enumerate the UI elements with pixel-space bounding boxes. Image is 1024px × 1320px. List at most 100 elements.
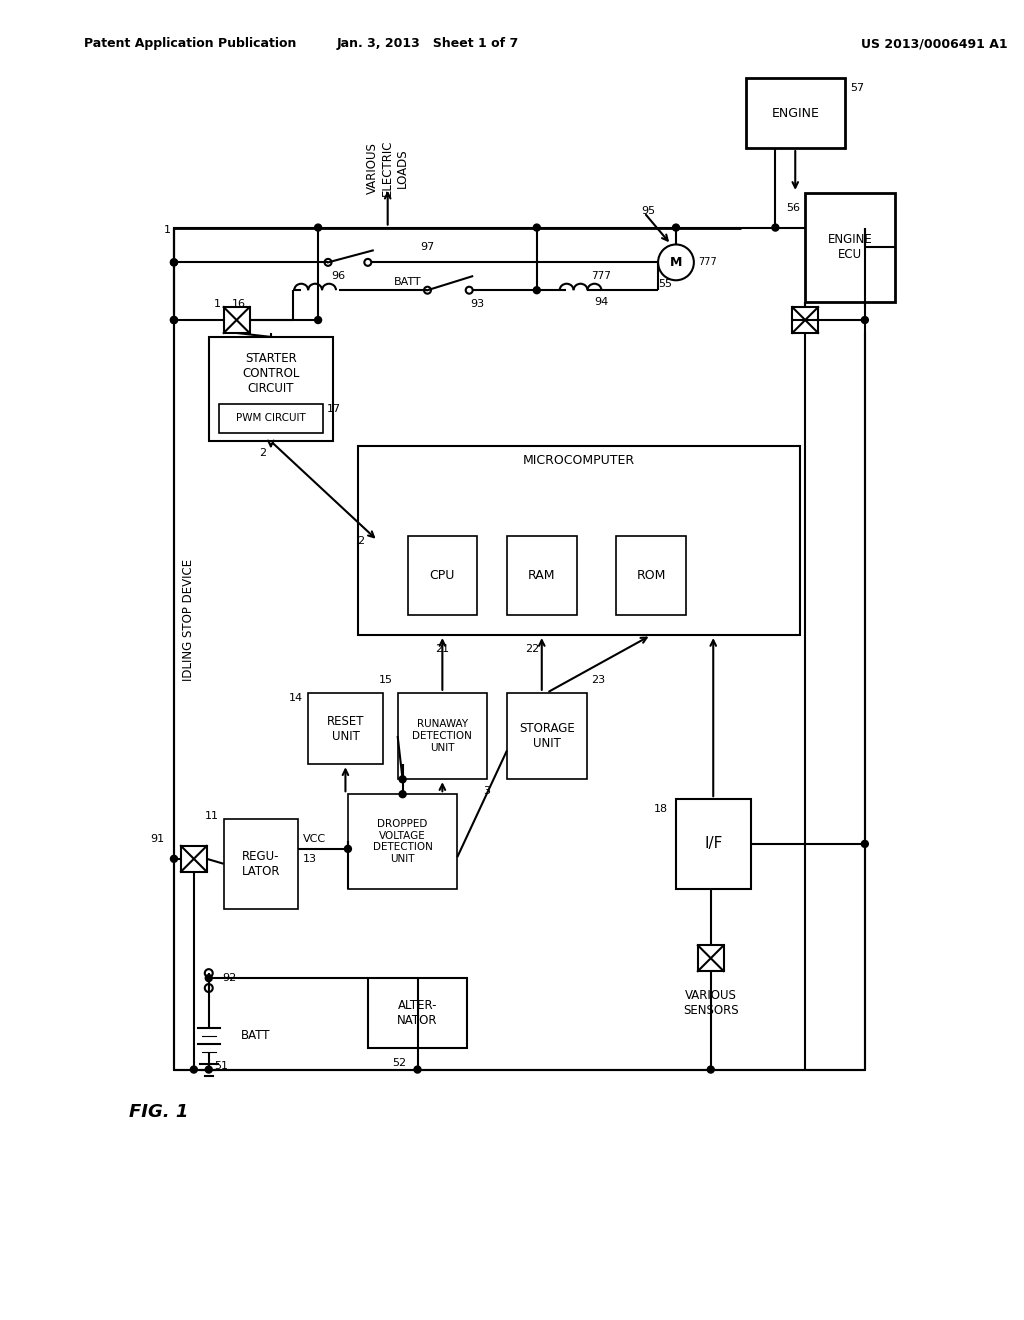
Bar [174, 227, 865, 1069]
Text: 51: 51 [214, 1060, 227, 1071]
Text: 97: 97 [420, 243, 434, 252]
Bar [308, 693, 383, 764]
Text: MICROCOMPUTER: MICROCOMPUTER [523, 454, 635, 467]
Bar [223, 308, 250, 333]
Bar [507, 693, 587, 779]
Text: VARIOUS
ELECTRIC
LOADS: VARIOUS ELECTRIC LOADS [367, 140, 410, 197]
Text: 22: 22 [524, 644, 539, 655]
Text: REGU-
LATOR: REGU- LATOR [242, 850, 281, 878]
Text: 15: 15 [379, 675, 392, 685]
Circle shape [314, 224, 322, 231]
Text: 1: 1 [214, 300, 221, 309]
Bar [676, 799, 751, 888]
Text: VCC: VCC [303, 834, 327, 843]
Text: 777: 777 [592, 272, 611, 281]
Text: ENGINE
ECU: ENGINE ECU [827, 234, 872, 261]
Text: VARIOUS
SENSORS: VARIOUS SENSORS [683, 989, 738, 1016]
Bar [793, 308, 818, 333]
Text: 96: 96 [331, 272, 345, 281]
Circle shape [534, 286, 541, 293]
Circle shape [399, 776, 407, 783]
Text: 23: 23 [592, 675, 605, 685]
Text: 18: 18 [654, 804, 668, 814]
Circle shape [534, 224, 541, 231]
Text: 13: 13 [303, 854, 317, 863]
Text: M: M [670, 256, 682, 269]
Circle shape [170, 855, 177, 862]
Bar [348, 795, 458, 888]
Text: 11: 11 [205, 810, 219, 821]
Circle shape [325, 259, 332, 265]
Circle shape [190, 1067, 198, 1073]
Text: BATT: BATT [394, 277, 422, 288]
Circle shape [658, 244, 694, 280]
Bar [181, 846, 207, 871]
Bar [209, 337, 333, 441]
Circle shape [466, 286, 473, 293]
Text: 14: 14 [289, 693, 303, 702]
Circle shape [205, 974, 212, 982]
Circle shape [344, 845, 351, 853]
Circle shape [861, 317, 868, 323]
Bar [408, 536, 477, 615]
Circle shape [170, 259, 177, 265]
Text: Jan. 3, 2013   Sheet 1 of 7: Jan. 3, 2013 Sheet 1 of 7 [336, 37, 518, 50]
Text: 91: 91 [150, 834, 164, 843]
Text: 56: 56 [786, 203, 800, 213]
Text: 2: 2 [259, 449, 266, 458]
Circle shape [314, 317, 322, 323]
Text: IDLING STOP DEVICE: IDLING STOP DEVICE [182, 560, 196, 681]
Text: 21: 21 [435, 644, 450, 655]
Text: STORAGE
UNIT: STORAGE UNIT [519, 722, 574, 750]
Text: 16: 16 [231, 300, 246, 309]
Bar [223, 818, 298, 908]
Circle shape [170, 259, 177, 265]
Text: 95: 95 [641, 206, 655, 215]
Text: 777: 777 [697, 257, 717, 268]
Text: 57: 57 [850, 83, 864, 94]
Bar [397, 693, 487, 779]
Circle shape [673, 224, 680, 231]
Text: CPU: CPU [430, 569, 455, 582]
Circle shape [399, 791, 407, 797]
Text: ROM: ROM [637, 569, 666, 582]
Circle shape [708, 1067, 714, 1073]
Text: 2: 2 [356, 536, 364, 545]
Bar [507, 536, 577, 615]
Circle shape [365, 259, 372, 265]
Circle shape [414, 1067, 421, 1073]
Bar [745, 78, 845, 148]
Bar [368, 978, 467, 1048]
Text: 52: 52 [392, 1057, 407, 1068]
Bar [697, 945, 724, 972]
Circle shape [205, 1067, 212, 1073]
Text: I/F: I/F [705, 837, 723, 851]
Text: 93: 93 [470, 300, 484, 309]
Text: STARTER
CONTROL
CIRCUIT: STARTER CONTROL CIRCUIT [243, 352, 300, 395]
Text: US 2013/0006491 A1: US 2013/0006491 A1 [861, 37, 1008, 50]
Bar [219, 404, 324, 433]
Text: 3: 3 [483, 787, 490, 796]
Bar [805, 193, 895, 302]
Text: RAM: RAM [528, 569, 555, 582]
Bar [357, 446, 800, 635]
Circle shape [205, 985, 213, 993]
Text: ALTER-
NATOR: ALTER- NATOR [397, 999, 437, 1027]
Text: RUNAWAY
DETECTION
UNIT: RUNAWAY DETECTION UNIT [413, 719, 472, 752]
Circle shape [861, 841, 868, 847]
Text: Patent Application Publication: Patent Application Publication [85, 37, 297, 50]
Text: RESET
UNIT: RESET UNIT [327, 714, 365, 743]
Text: BATT: BATT [241, 1030, 270, 1043]
Text: DROPPED
VOLTAGE
DETECTION
UNIT: DROPPED VOLTAGE DETECTION UNIT [373, 818, 432, 863]
Circle shape [205, 969, 213, 977]
Text: 94: 94 [594, 297, 608, 308]
Circle shape [170, 317, 177, 323]
Text: ENGINE: ENGINE [771, 107, 819, 120]
Text: PWM CIRCUIT: PWM CIRCUIT [236, 413, 306, 424]
Bar [616, 536, 686, 615]
Text: FIG. 1: FIG. 1 [129, 1104, 188, 1121]
Circle shape [772, 224, 779, 231]
Text: 17: 17 [327, 404, 341, 413]
Circle shape [170, 317, 177, 323]
Text: 92: 92 [222, 973, 237, 983]
